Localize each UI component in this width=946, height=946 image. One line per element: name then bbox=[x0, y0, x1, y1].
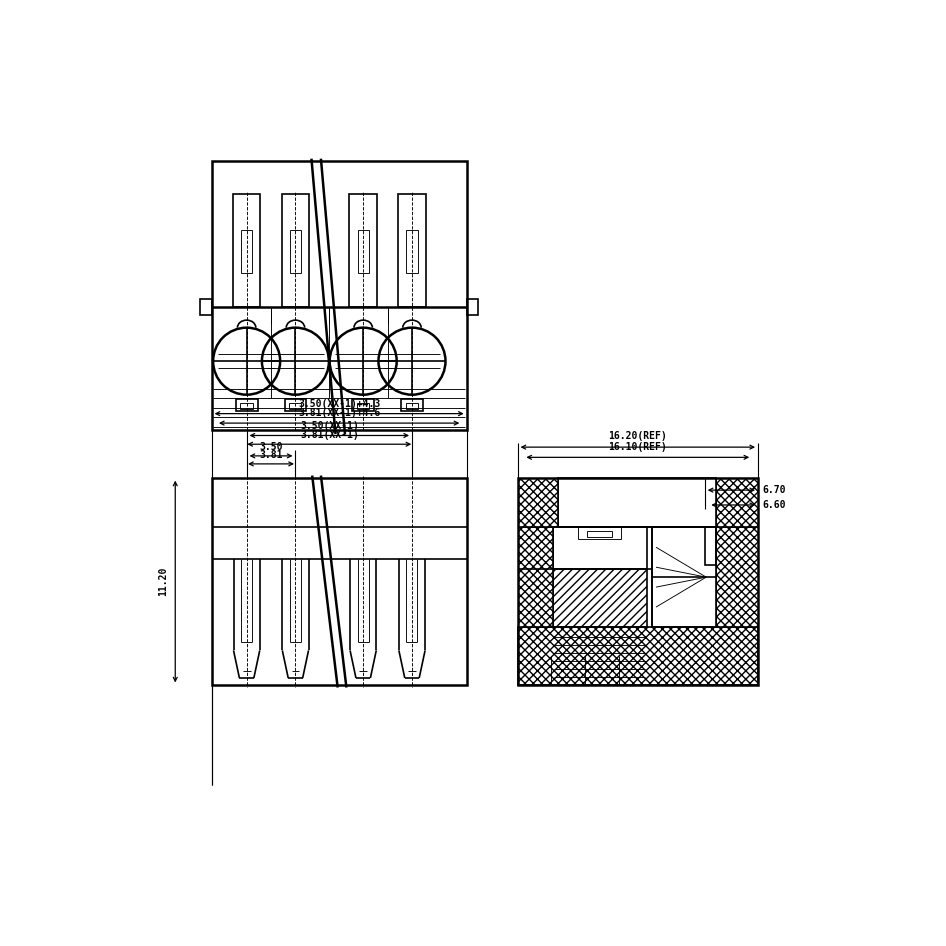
Bar bbox=[282, 194, 309, 307]
Text: 6.70: 6.70 bbox=[762, 485, 786, 495]
Bar bbox=[212, 478, 466, 685]
Bar bbox=[705, 527, 716, 565]
Text: 6.60: 6.60 bbox=[762, 500, 786, 510]
Bar bbox=[552, 527, 646, 569]
Text: 16.20(REF): 16.20(REF) bbox=[608, 430, 667, 441]
Bar bbox=[466, 299, 479, 315]
Bar bbox=[241, 230, 253, 272]
Bar bbox=[357, 403, 369, 410]
Bar bbox=[716, 478, 758, 527]
Bar bbox=[558, 478, 716, 527]
Bar bbox=[236, 399, 257, 411]
Bar bbox=[233, 194, 260, 307]
Bar bbox=[200, 299, 212, 315]
Bar bbox=[285, 399, 307, 411]
Bar bbox=[578, 527, 621, 539]
Bar bbox=[406, 403, 418, 410]
Bar bbox=[552, 569, 646, 627]
Bar bbox=[352, 399, 374, 411]
Bar bbox=[517, 478, 758, 685]
Bar bbox=[289, 230, 301, 272]
Bar bbox=[401, 399, 423, 411]
Text: 3.50(XX-1)+4.3: 3.50(XX-1)+4.3 bbox=[298, 398, 380, 409]
Bar bbox=[358, 230, 369, 272]
Text: 3.81(XX-1): 3.81(XX-1) bbox=[300, 429, 359, 440]
Text: 3.50(XX-1): 3.50(XX-1) bbox=[300, 421, 359, 431]
Bar bbox=[517, 478, 558, 527]
Bar bbox=[349, 194, 377, 307]
Text: 16.10(REF): 16.10(REF) bbox=[608, 442, 667, 452]
Bar bbox=[517, 527, 552, 627]
Bar bbox=[398, 194, 426, 307]
Text: 11.20: 11.20 bbox=[159, 567, 168, 596]
Bar bbox=[212, 161, 466, 430]
Text: 3.81: 3.81 bbox=[259, 450, 283, 461]
Bar bbox=[289, 403, 302, 410]
Bar bbox=[716, 527, 758, 627]
Bar bbox=[240, 403, 253, 410]
Bar bbox=[587, 531, 612, 536]
Bar bbox=[517, 627, 758, 685]
Bar bbox=[653, 527, 716, 627]
Text: 3.50: 3.50 bbox=[259, 442, 283, 451]
Bar bbox=[407, 230, 417, 272]
Text: 3.81(XX-1)+4.6: 3.81(XX-1)+4.6 bbox=[298, 408, 380, 418]
